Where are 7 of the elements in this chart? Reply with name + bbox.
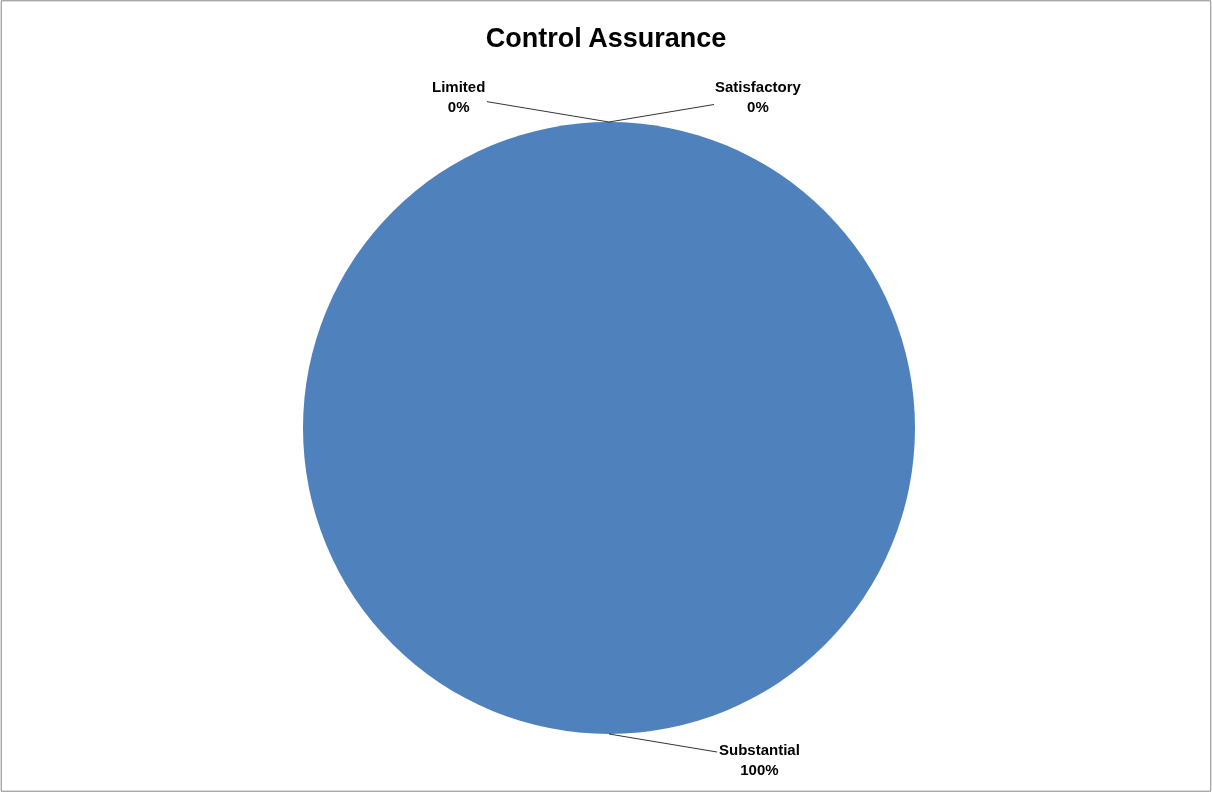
chart-title: Control Assurance <box>485 23 727 54</box>
data-label: 100% <box>740 760 779 778</box>
category-label: Limited <box>432 78 486 95</box>
slice-label: Substantial <box>719 741 800 758</box>
category-label: Satisfactory <box>715 78 801 95</box>
text: 0% <box>447 97 470 115</box>
text: 0% <box>747 97 769 115</box>
